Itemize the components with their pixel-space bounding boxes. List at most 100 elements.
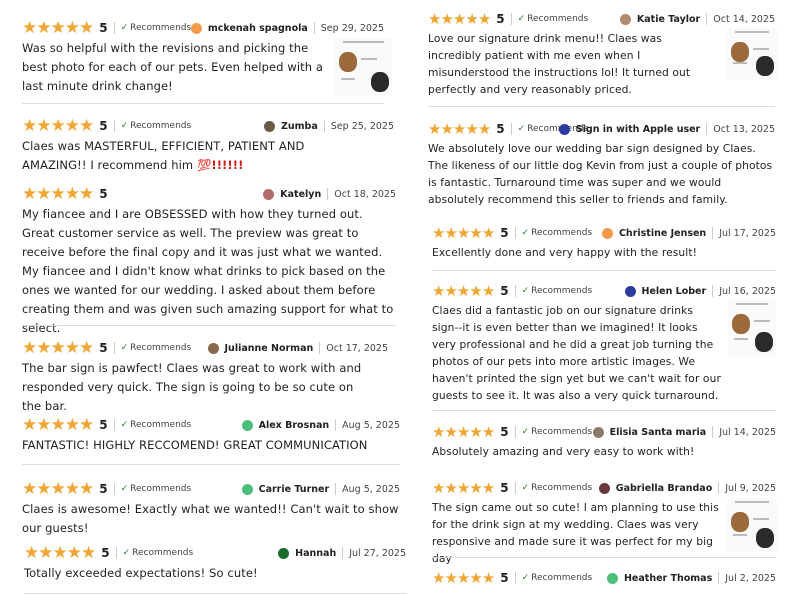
recommends-label: Recommends — [531, 228, 593, 238]
photo-text-line — [754, 320, 770, 322]
reviewer-name[interactable]: mckenah spagnola — [207, 22, 308, 34]
review-text-content: Was so helpful with the revisions and pi… — [22, 41, 324, 93]
reviewer-name[interactable]: Sign in with Apple user — [575, 123, 701, 135]
star-icon: ★ — [36, 116, 51, 136]
reviewer-name[interactable]: Gabriella Brandao — [615, 482, 713, 494]
star-icon: ★ — [469, 224, 482, 242]
review-text-content: The sign came out so cute! I am planning… — [432, 501, 719, 565]
check-icon: ✓ — [120, 343, 129, 353]
star-icon: ★ — [79, 18, 94, 38]
review-date: Jul 27, 2025 — [349, 547, 406, 559]
star-icon: ★ — [36, 338, 51, 358]
photo-title-line — [735, 501, 769, 503]
star-rating: ★★★★★ — [432, 569, 495, 587]
review-header: ★★★★★ 5 ✓ Recommends Elisia Santa maria Jul 1… — [432, 423, 776, 441]
star-icon: ★ — [50, 479, 66, 499]
star-icon: ★ — [444, 479, 457, 497]
review-text-content: FANTASTIC! HIGHLY RECCOMEND! GREAT COMMU… — [22, 438, 368, 452]
reviewer-name[interactable]: Heather Thomas — [623, 572, 713, 584]
recommends-badge: ✓ Recommends — [123, 548, 194, 558]
review-text-content: Love our signature drink menu!! Claes wa… — [428, 32, 691, 96]
review-text: Claes did a fantastic job on our signatu… — [432, 302, 722, 404]
reviewer-name[interactable]: Julianne Norman — [224, 342, 314, 354]
review-photo[interactable] — [727, 28, 777, 80]
check-icon: ✓ — [521, 573, 530, 583]
review-text-content: Claes is awesome! Exactly what we wanted… — [22, 502, 399, 535]
reviewer-name[interactable]: Zumba — [281, 120, 318, 132]
star-icon: ★ — [481, 569, 495, 587]
photo-title-line — [735, 31, 769, 33]
pet-portrait — [731, 42, 749, 62]
reviewer-name[interactable]: Elisia Santa maria — [609, 426, 707, 438]
reviewer-meta: Katie Taylor Oct 14, 2025 — [619, 10, 775, 28]
review-header: ★★★★★ 5 Katelyn Oct 18, 2025 — [22, 185, 396, 203]
review-card: ★★★★★ 5 ✓ Recommends Christine Jensen Jul 17,… — [432, 224, 776, 261]
reviewer-name[interactable]: Christine Jensen — [618, 227, 707, 239]
separator — [718, 482, 720, 494]
star-icon: ★ — [444, 569, 457, 587]
star-icon: ★ — [22, 479, 37, 499]
review-header: ★★★★★ 5 ✓ Recommends Hannah Jul 27, 2025 — [24, 544, 406, 562]
photo-text-line — [733, 62, 747, 64]
review-photo[interactable] — [335, 38, 392, 96]
review-text-content: Claes did a fantastic job on our signatu… — [432, 304, 721, 402]
avatar — [264, 120, 275, 132]
pet-portrait — [732, 314, 750, 334]
separator — [706, 13, 708, 25]
review-photo[interactable] — [728, 300, 776, 356]
check-icon: ✓ — [120, 420, 129, 430]
divider — [22, 464, 400, 465]
reviewer-meta: Gabriella Brandao Jul 9, 2025 — [598, 479, 776, 497]
rating-value: 5 — [99, 187, 108, 201]
check-icon: ✓ — [120, 484, 129, 494]
avatar — [263, 188, 275, 200]
star-icon: ★ — [64, 184, 80, 204]
separator — [113, 22, 115, 34]
separator — [706, 123, 708, 135]
star-rating: ★★★★★ — [22, 338, 94, 358]
separator — [514, 482, 516, 494]
review-photo[interactable] — [727, 498, 777, 552]
review-text: My fiancee and I are OBSESSED with how t… — [22, 205, 396, 338]
review-card: ★★★★★ 5 Katelyn Oct 18, 2025 My fiancee and … — [22, 185, 396, 338]
reviewer-name[interactable]: Carrie Turner — [258, 483, 330, 495]
star-icon: ★ — [24, 543, 39, 563]
pet-portrait — [755, 332, 773, 352]
star-rating: ★★★★★ — [24, 543, 96, 563]
star-icon: ★ — [481, 224, 495, 242]
reviewer-name[interactable]: Katelyn — [280, 188, 322, 200]
star-icon: ★ — [456, 224, 470, 242]
star-icon: ★ — [38, 543, 53, 563]
rating-value: 5 — [496, 12, 505, 26]
separator — [712, 227, 714, 239]
star-rating: ★★★★★ — [428, 10, 491, 28]
reviewer-name[interactable]: Hannah — [295, 547, 337, 559]
avatar — [592, 426, 604, 438]
recommends-badge: ✓ Recommends — [522, 427, 593, 437]
separator — [327, 188, 329, 200]
rating-value: 5 — [99, 341, 108, 355]
recommends-badge: ✓ Recommends — [121, 121, 192, 131]
star-icon: ★ — [469, 282, 482, 300]
star-icon: ★ — [481, 423, 495, 441]
rating-value: 5 — [99, 418, 108, 432]
review-header: ★★★★★ 5 ✓ Recommends Christine Jensen Jul 17,… — [432, 224, 776, 242]
avatar — [606, 572, 618, 584]
star-icon: ★ — [64, 479, 80, 499]
review-card: ★★★★★ 5 ✓ Recommends Alex Brosnan Aug 5, 2025… — [22, 416, 400, 455]
review-header: ★★★★★ 5 ✓ Recommends Julianne Norman Oct 17, … — [22, 339, 388, 357]
reviewer-name[interactable]: Helen Lober — [641, 285, 707, 297]
photo-text-line — [753, 518, 769, 520]
separator — [335, 483, 337, 495]
avatar — [241, 419, 253, 431]
reviewer-name[interactable]: Alex Brosnan — [258, 419, 330, 431]
separator — [113, 419, 115, 431]
avatar — [207, 342, 219, 354]
star-icon: ★ — [36, 415, 51, 435]
pet-portrait — [371, 72, 389, 92]
review-card: ★★★★★ 5 ✓ Recommends Zumba Sep 25, 2025 Claes … — [22, 117, 394, 175]
star-icon: ★ — [50, 184, 66, 204]
reviewer-name[interactable]: Katie Taylor — [636, 13, 701, 25]
review-header: ★★★★★ 5 ✓ Recommends Helen Lober Jul 16, 2025 — [432, 282, 776, 300]
avatar — [278, 547, 290, 559]
